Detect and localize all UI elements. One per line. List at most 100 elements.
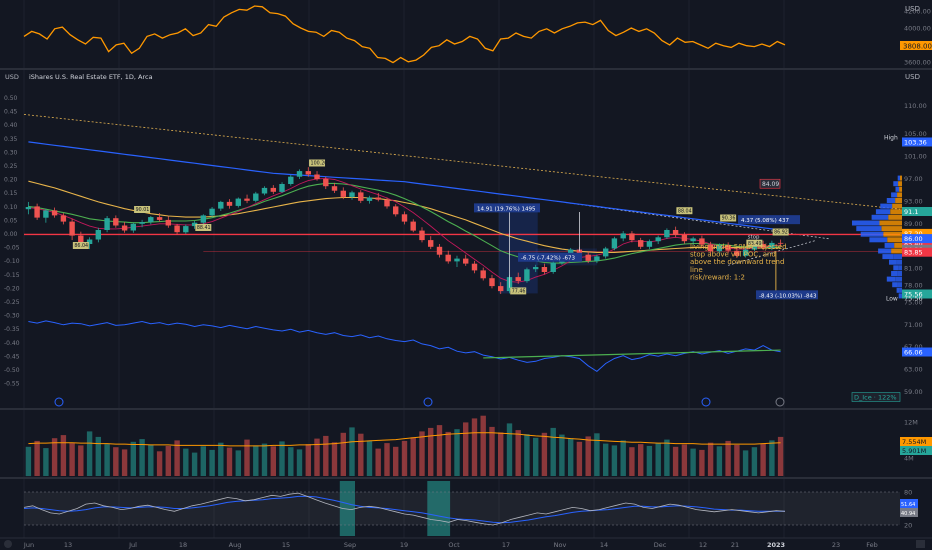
oscillator-highlights [339, 481, 451, 536]
right-axis-tick: 105.00 [904, 130, 927, 138]
candle-body [323, 178, 329, 187]
volume-profile-row-sell [900, 175, 902, 181]
x-axis-tick: 23 [832, 541, 840, 549]
candle-body [699, 238, 705, 245]
volume-profile-row-sell [888, 214, 902, 220]
candle-body [480, 270, 486, 279]
volume-bar [148, 444, 154, 476]
left-axis-tick: 0.20 [4, 177, 18, 184]
candle-body [638, 240, 644, 247]
right-axis-tick: 81.00 [904, 265, 923, 273]
candle-body [165, 219, 171, 226]
volume-profile-row-buy [882, 254, 894, 260]
candle-body [43, 210, 49, 218]
volume-bar [690, 448, 696, 476]
volume-badge [900, 446, 932, 455]
zoom-icon[interactable] [4, 540, 12, 548]
ma-100-line [28, 180, 781, 253]
dividend-icon[interactable] [701, 397, 711, 407]
volume-bar [707, 442, 714, 476]
trade-note-line: stop above vol POC, and [690, 251, 776, 259]
candle-body [742, 249, 749, 256]
price-badge [902, 289, 932, 299]
candle-body [191, 222, 198, 227]
candle-body [340, 190, 346, 197]
right-axis-tick: 110.00 [904, 102, 927, 110]
volume-profile-row-sell [887, 237, 902, 243]
volume-profile-row-sell [881, 226, 902, 232]
top-panel-line [23, 5, 786, 64]
dividend-icon[interactable] [423, 397, 433, 407]
volume-bar [541, 432, 548, 476]
volume-bar [419, 431, 425, 476]
candle-body [471, 263, 478, 271]
trade-note-line: line [690, 266, 703, 274]
candle-body [25, 207, 32, 210]
volume-value: 7.554M [902, 438, 926, 446]
volume-bar [410, 437, 416, 476]
volume-profile [852, 175, 902, 299]
volume-profile-row-sell [894, 242, 902, 248]
high-label: High [884, 134, 898, 141]
volume-bar [366, 440, 373, 476]
dividend-icon[interactable] [54, 397, 64, 407]
top-panel-tick: 3600.00 [904, 58, 931, 66]
volume-bar [585, 436, 591, 476]
target-badge [759, 178, 781, 189]
oscillator-badge [900, 508, 918, 517]
candle-body [550, 262, 556, 272]
left-axis-ticks: 0.50 0.45 0.40 0.35 0.30 0.25 0.20 0.15 0.10 0.05… [4, 95, 20, 388]
x-axis-tick: 18 [179, 541, 187, 549]
symbol-title: iShares U.S. Real Estate ETF, 1D, Arca [29, 73, 153, 81]
left-axis-tick: 0.35 [4, 136, 18, 143]
x-axis-tick: 14 [600, 541, 608, 549]
right-axis-tick: 89.00 [904, 220, 923, 228]
pivot-badge [72, 242, 89, 249]
earnings-icon[interactable] [775, 397, 785, 407]
left-axis-tick: -0.30 [4, 313, 20, 320]
x-axis-tick: Sep [344, 541, 356, 549]
candle-body [200, 215, 206, 223]
volume-bar [253, 445, 259, 476]
candle-body [288, 176, 294, 184]
candle-body [226, 201, 233, 206]
left-axis-tick: 0.45 [4, 109, 18, 116]
left-axis-tick: -0.40 [4, 340, 20, 347]
volume-bar [760, 443, 766, 476]
left-axis-tick: 0.00 [4, 231, 18, 238]
volume-bar [471, 418, 478, 476]
candle-body [244, 198, 250, 201]
volume-bar [428, 427, 434, 476]
volume-bar [646, 445, 653, 476]
volume-bar [183, 448, 189, 476]
volume-profile-row-buy [891, 271, 898, 276]
left-axis-tick: -0.55 [4, 381, 20, 388]
right-axis-currency: USD [905, 73, 920, 81]
candle-body [655, 237, 661, 242]
volume-bar [78, 445, 84, 476]
relative-strength-line [28, 320, 781, 373]
volume-profile-row-buy [884, 242, 895, 248]
volume-value: 5.901M [902, 447, 926, 455]
candle-body [760, 244, 766, 248]
volume-bar [742, 450, 749, 476]
volume-bar [725, 440, 731, 476]
zoom-controls[interactable] [4, 540, 925, 548]
volume-profile-row-buy [891, 192, 898, 198]
oscillator-highlight [339, 481, 355, 536]
candle-body [121, 225, 128, 231]
candle-body [541, 267, 548, 272]
settings-gear-icon[interactable] [916, 540, 925, 548]
left-axis-tick: 0.15 [4, 190, 18, 197]
volume-bar [454, 429, 460, 476]
volume-bar [777, 436, 784, 476]
candle-body [296, 171, 303, 177]
candle-body [279, 184, 285, 192]
volume-bar [261, 443, 268, 476]
volume-bar [664, 439, 670, 476]
event-markers[interactable] [54, 397, 785, 407]
volume-bar [226, 447, 233, 476]
pivot-label: 90.36 [722, 216, 736, 222]
volume-bar [218, 442, 224, 476]
